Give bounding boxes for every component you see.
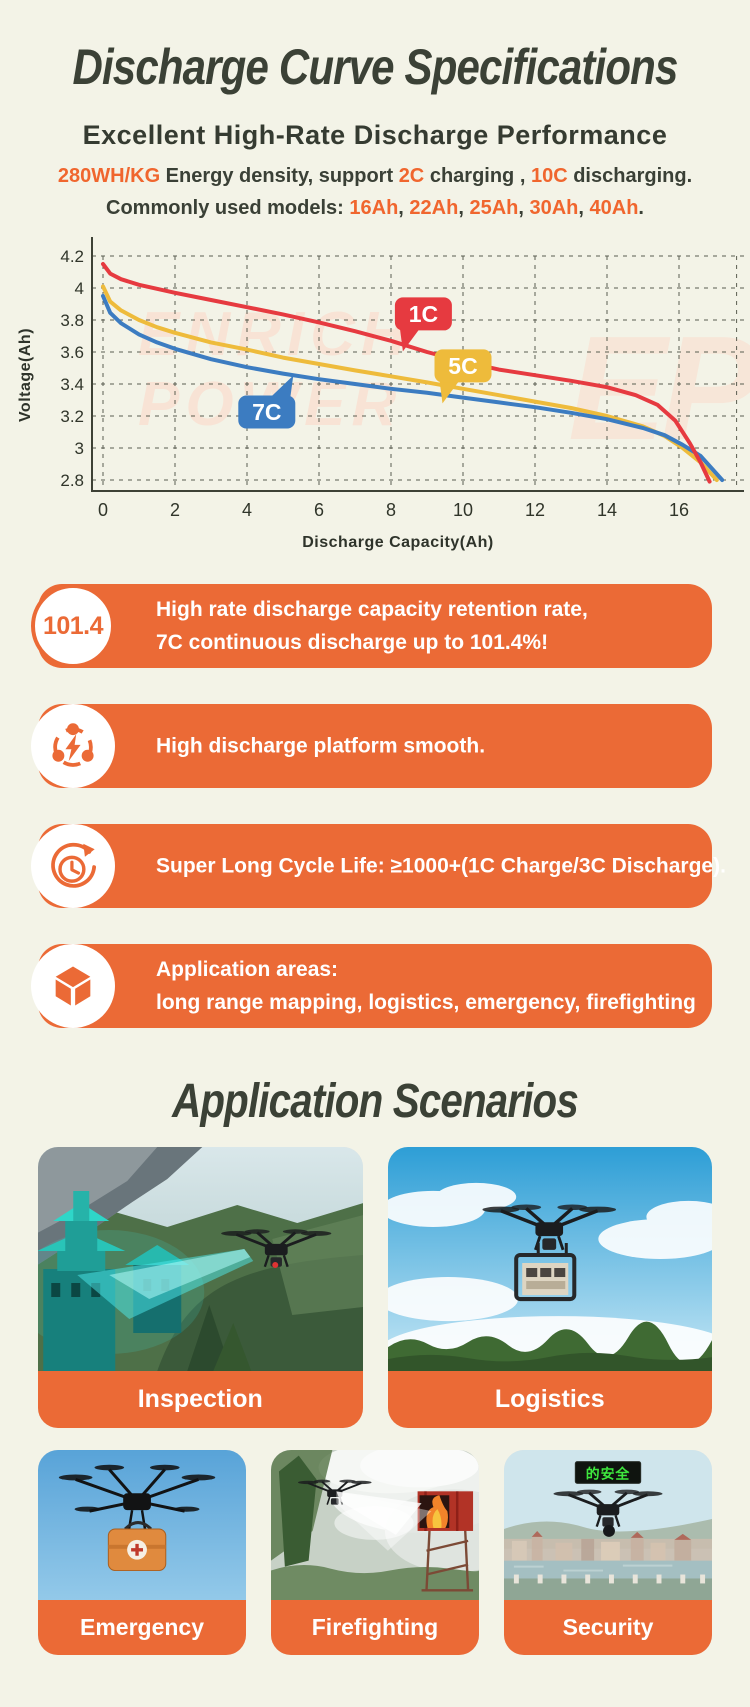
feature-line: High rate discharge capacity retention r… <box>156 598 588 621</box>
svg-text:3.4: 3.4 <box>60 375 84 394</box>
feature-line: 7C continuous discharge up to 101.4%! <box>156 631 549 654</box>
cycle-clock-icon <box>51 842 97 888</box>
svg-text:14: 14 <box>597 500 617 520</box>
fence-posts <box>513 1574 706 1584</box>
application-box-icon <box>55 966 91 1006</box>
security-label: Security <box>504 1600 712 1655</box>
page: Discharge Curve Specifications Excellent… <box>0 38 750 1655</box>
logistics-label: Logistics <box>387 1371 712 1428</box>
feature-list: 101.4 High rate discharge capacity reten… <box>31 584 726 1028</box>
retention-badge-value: 101.4 <box>42 611 104 640</box>
scaffold <box>421 1528 474 1592</box>
intro-line-1: 280WH/KG Energy density, support 2C char… <box>57 165 693 187</box>
svg-text:4: 4 <box>75 279 84 298</box>
lightning-network-icon <box>52 723 94 767</box>
svg-text:16: 16 <box>669 500 689 520</box>
svg-text:Voltage(Ah): Voltage(Ah) <box>17 328 34 422</box>
svg-text:Discharge Capacity(Ah): Discharge Capacity(Ah) <box>302 534 494 551</box>
svg-text:10: 10 <box>453 500 473 520</box>
svg-text:3: 3 <box>75 439 84 458</box>
header: Discharge Curve Specifications Excellent… <box>0 38 750 223</box>
card-firefighting: Firefighting <box>271 1450 479 1655</box>
svg-text:12: 12 <box>525 500 545 520</box>
svg-text:4: 4 <box>242 500 252 520</box>
card-security: 的安全 Security <box>504 1450 712 1655</box>
svg-text:4.2: 4.2 <box>60 247 84 266</box>
retention-badge: 101.4 <box>31 584 115 668</box>
discharge-chart: ENRICHPOWEREP4.243.83.63.43.232.80246810… <box>17 237 750 551</box>
svg-text:3.2: 3.2 <box>60 407 84 426</box>
firefighting-photo <box>271 1450 479 1600</box>
svg-text:3.8: 3.8 <box>60 311 84 330</box>
svg-text:7C: 7C <box>252 399 281 425</box>
emergency-photo <box>38 1450 246 1600</box>
feature-line: High discharge platform smooth. <box>156 734 486 758</box>
feature-platform-smooth: High discharge platform smooth. <box>31 704 712 788</box>
inspection-photo <box>38 1147 363 1371</box>
svg-text:3.6: 3.6 <box>60 343 84 362</box>
scenarios-title: Application Scenarios <box>172 1075 579 1128</box>
svg-text:EP: EP <box>568 306 750 471</box>
inspection-label: Inspection <box>38 1371 363 1428</box>
page-title: Discharge Curve Specifications <box>72 39 678 95</box>
svg-text:2: 2 <box>170 500 180 520</box>
svg-text:2.8: 2.8 <box>60 471 84 490</box>
city-strip <box>511 1530 692 1561</box>
intro-line-2: Commonly used models: 16Ah, 22Ah, 25Ah, … <box>106 197 644 219</box>
svg-text:6: 6 <box>314 500 324 520</box>
card-logistics: Logistics <box>387 1147 712 1428</box>
svg-text:0: 0 <box>98 500 108 520</box>
security-photo: 的安全 <box>504 1450 712 1600</box>
subtitle: Excellent High-Rate Discharge Performanc… <box>82 120 668 150</box>
feature-retention-rate: 101.4 High rate discharge capacity reten… <box>31 584 712 668</box>
hexacopter-arms <box>75 1468 199 1513</box>
emergency-label: Emergency <box>38 1600 246 1655</box>
logistics-photo <box>387 1147 712 1371</box>
discharge-curve-chart: ENRICHPOWEREP4.243.83.63.43.232.80246810… <box>0 227 750 570</box>
svg-text:8: 8 <box>386 500 396 520</box>
scenario-cards: Inspection <box>38 1147 712 1655</box>
svg-text:1C: 1C <box>409 301 438 327</box>
svg-text:5C: 5C <box>448 353 477 379</box>
scenarios-section: Application Scenarios <box>0 1074 750 1129</box>
firefighting-label: Firefighting <box>271 1600 479 1655</box>
feature-line: Super Long Cycle Life: ≥1000+(1C Charge/… <box>156 854 726 878</box>
feature-application-areas: Application areas: long range mapping, l… <box>31 944 712 1028</box>
feature-line: Application areas: <box>156 958 339 981</box>
card-inspection: Inspection <box>38 1147 363 1428</box>
feature-line: long range mapping, logistics, emergency… <box>156 991 696 1014</box>
led-sign-text: 的安全 <box>586 1465 631 1481</box>
card-emergency: Emergency <box>38 1450 246 1655</box>
feature-cycle-life: Super Long Cycle Life: ≥1000+(1C Charge/… <box>31 824 726 908</box>
